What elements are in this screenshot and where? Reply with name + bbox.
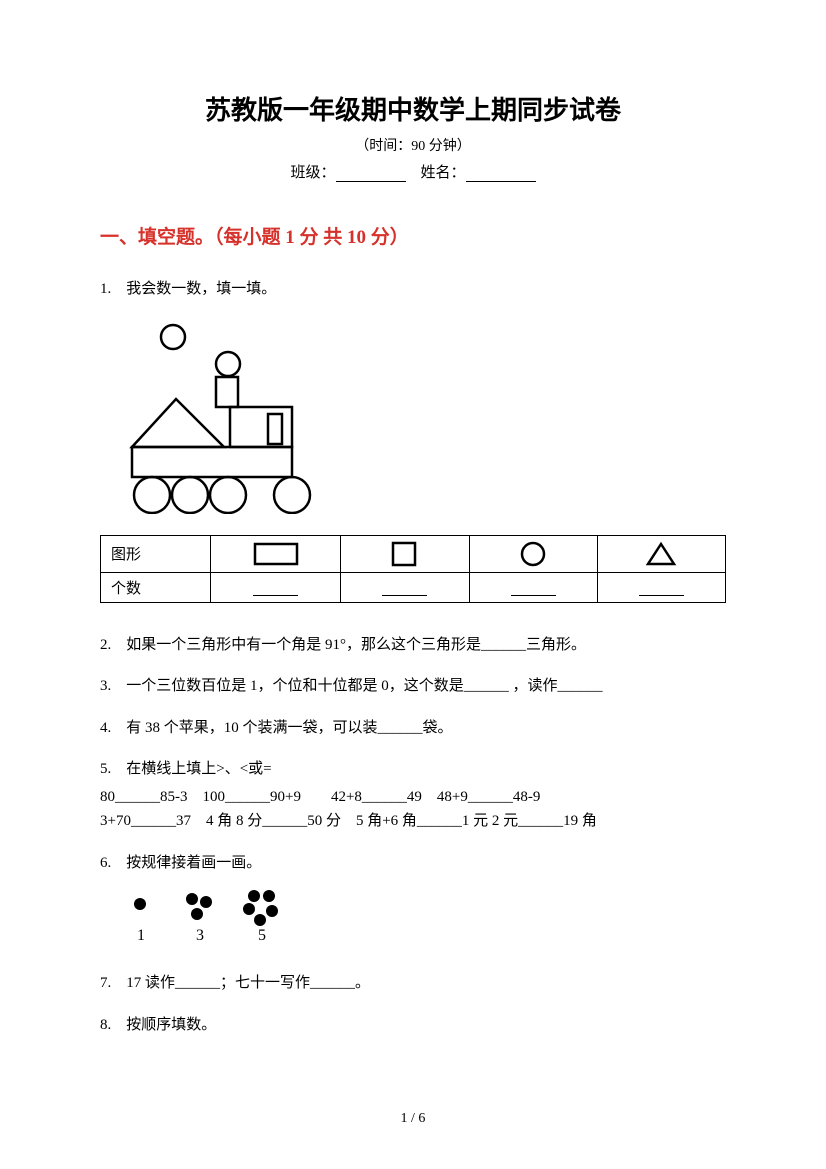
dot-label-5: 5 <box>258 927 266 944</box>
question-3: 3. 一个三位数百位是 1，个位和十位都是 0，这个数是______ ，读作__… <box>100 674 726 700</box>
dots-diagram: 1 3 5 <box>122 884 726 951</box>
count-blank <box>211 572 341 602</box>
truck-diagram <box>118 319 726 519</box>
question-4: 4. 有 38 个苹果，10 个装满一袋，可以装______袋。 <box>100 716 726 742</box>
circle-icon <box>469 535 597 572</box>
count-blank <box>597 572 725 602</box>
dot-label-3: 3 <box>196 927 204 944</box>
row-header-count: 个数 <box>101 572 211 602</box>
table-row: 图形 <box>101 535 726 572</box>
row-header-shape: 图形 <box>101 535 211 572</box>
question-2: 2. 如果一个三角形中有一个角是 91°，那么这个三角形是______三角形。 <box>100 633 726 659</box>
rectangle-icon <box>211 535 341 572</box>
page-title: 苏教版一年级期中数学上期同步试卷 <box>100 90 726 127</box>
question-8: 8. 按顺序填数。 <box>100 1013 726 1039</box>
table-row: 个数 <box>101 572 726 602</box>
class-blank <box>336 166 406 182</box>
dot-label-1: 1 <box>137 927 145 944</box>
triangle-icon <box>597 535 725 572</box>
name-label: 姓名： <box>421 165 466 181</box>
question-5-line1: 80______85-3 100______90+9 42+8______49 … <box>100 785 726 809</box>
class-label: 班级： <box>290 165 335 181</box>
square-icon <box>341 535 469 572</box>
count-blank <box>469 572 597 602</box>
page-number: 1 / 6 <box>0 1111 826 1127</box>
name-blank <box>466 166 536 182</box>
info-line: 班级： 姓名： <box>100 161 726 182</box>
question-7: 7. 17 读作______；七十一写作______。 <box>100 971 726 997</box>
time-label: （时间：90 分钟） <box>100 135 726 155</box>
question-5-line2: 3+70______37 4 角 8 分______50 分 5 角+6 角__… <box>100 809 726 833</box>
count-blank <box>341 572 469 602</box>
shapes-table: 图形 个数 <box>100 535 726 603</box>
question-6: 6. 按规律接着画一画。 <box>100 851 726 877</box>
section-header-1: 一、填空题。（每小题 1 分 共 10 分） <box>100 222 726 249</box>
question-5-head: 5. 在横线上填上>、<或= <box>100 757 726 783</box>
question-1: 1. 我会数一数，填一填。 <box>100 277 726 303</box>
